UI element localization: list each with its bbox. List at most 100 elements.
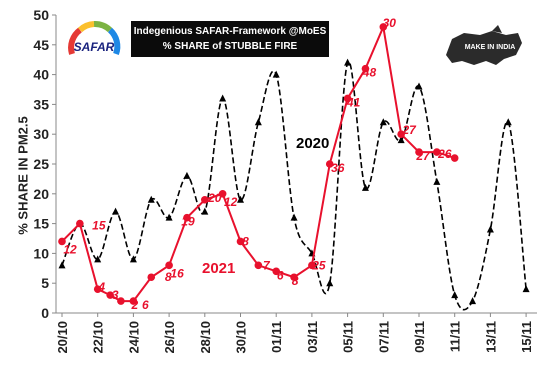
data-label: 27 xyxy=(415,149,431,163)
marker-2020 xyxy=(522,285,530,293)
marker-2020 xyxy=(361,183,369,191)
marker-2021 xyxy=(201,195,209,204)
marker-2020 xyxy=(201,207,209,215)
y-tick-label: 15 xyxy=(33,216,49,232)
marker-2020 xyxy=(486,225,494,233)
marker-2020 xyxy=(58,261,66,269)
lion-icon: MAKE IN INDIA xyxy=(446,25,522,65)
marker-2021 xyxy=(450,154,459,162)
data-label: 12 xyxy=(63,242,77,256)
marker-2021 xyxy=(379,23,388,31)
make-in-india-text: MAKE IN INDIA xyxy=(465,44,516,51)
y-axis-label: % SHARE IN PM2.5 xyxy=(15,116,31,235)
make-in-india-logo: MAKE IN INDIA xyxy=(440,25,528,69)
data-label: 36 xyxy=(331,161,345,175)
x-tick-label: 24/10 xyxy=(126,321,141,354)
x-tick-label: 28/10 xyxy=(198,321,213,354)
x-tick-label: 01/11 xyxy=(269,321,284,353)
marker-2020 xyxy=(237,195,244,203)
marker-2021 xyxy=(290,273,298,282)
data-label: 8 xyxy=(165,270,172,284)
marker-2021 xyxy=(147,273,156,282)
series-annotation-2021: 2021 xyxy=(202,260,235,277)
marker-2020 xyxy=(183,171,191,179)
marker-2020 xyxy=(112,207,120,215)
marker-2020 xyxy=(344,58,352,66)
safar-logo-icon: SAFAR xyxy=(68,21,121,56)
data-label: 6 xyxy=(277,268,284,282)
marker-2021 xyxy=(129,297,138,305)
chart-title-line-2: % SHARE of STUBBLE FIRE xyxy=(162,41,298,52)
marker-2021 xyxy=(76,219,84,228)
y-tick-label: 35 xyxy=(33,96,49,112)
marker-2021 xyxy=(272,267,281,276)
chart-title-line-1: Indegenious SAFAR-Framework @MoES xyxy=(133,26,327,37)
x-tick-label: 07/11 xyxy=(376,321,391,353)
series-line-2020 xyxy=(61,60,527,311)
marker-2020 xyxy=(397,136,405,144)
y-tick-label: 0 xyxy=(41,305,49,321)
marker-2020 xyxy=(254,118,262,126)
marker-2021 xyxy=(93,285,102,293)
marker-2021 xyxy=(433,148,441,156)
marker-2020 xyxy=(290,213,298,221)
y-tick-label: 25 xyxy=(33,156,49,172)
data-label: 12 xyxy=(224,195,238,209)
marker-2021 xyxy=(343,94,352,103)
x-tick-label: 11/11 xyxy=(448,321,463,352)
safar-logo-text: SAFAR xyxy=(74,40,115,54)
y-tick-label: 20 xyxy=(33,186,49,202)
marker-2021 xyxy=(106,291,114,299)
data-label: 25 xyxy=(311,258,326,272)
marker-2021 xyxy=(254,261,263,270)
data-label: 6 xyxy=(142,298,149,312)
x-tick-label: 03/11 xyxy=(305,321,320,353)
chart-title-box: Indegenious SAFAR-Framework @MoES % SHAR… xyxy=(131,21,329,57)
x-tick-label: 05/11 xyxy=(341,321,356,353)
marker-2021 xyxy=(117,297,125,305)
marker-2021 xyxy=(397,130,405,138)
data-label: 41 xyxy=(346,95,361,109)
data-label: 26 xyxy=(437,147,452,161)
marker-2020 xyxy=(326,279,334,287)
y-tick-label: 40 xyxy=(33,67,49,83)
data-label: 16 xyxy=(170,266,184,280)
marker-2020 xyxy=(379,118,387,126)
safar-logo: SAFAR xyxy=(66,18,122,74)
data-label: 7 xyxy=(263,258,271,272)
marker-2021 xyxy=(183,213,191,222)
marker-2021 xyxy=(308,261,316,270)
x-tick-label: 20/10 xyxy=(55,321,70,354)
y-tick-label: 30 xyxy=(33,126,49,142)
marker-2020 xyxy=(129,255,137,263)
data-label: 3 xyxy=(112,288,119,302)
marker-2020 xyxy=(415,82,423,90)
marker-2020 xyxy=(451,291,459,299)
data-label: 19 xyxy=(181,215,195,229)
x-tick-label: 15/11 xyxy=(519,321,534,353)
marker-2020 xyxy=(504,118,512,126)
x-tick-label: 26/10 xyxy=(162,321,177,354)
marker-2020 xyxy=(165,213,173,221)
marker-2020 xyxy=(469,297,477,305)
data-label: 2 xyxy=(131,298,139,312)
marker-2020 xyxy=(94,255,102,263)
series-annotation-2020: 2020 xyxy=(296,135,329,152)
data-label: 20 xyxy=(207,191,222,205)
data-label: 30 xyxy=(383,16,397,30)
data-label: 8 xyxy=(292,274,299,288)
marker-2020 xyxy=(219,94,227,102)
marker-2020 xyxy=(147,195,155,203)
marker-2021 xyxy=(361,64,370,73)
marker-2021 xyxy=(165,261,173,270)
x-tick-label: 09/11 xyxy=(412,321,427,353)
marker-2020 xyxy=(433,177,441,185)
y-tick-label: 50 xyxy=(33,7,49,23)
x-tick-label: 30/10 xyxy=(234,321,249,354)
marker-2021 xyxy=(218,190,227,198)
marker-2020 xyxy=(272,70,280,78)
data-label: 4 xyxy=(97,280,105,294)
marker-2021 xyxy=(325,160,334,168)
data-label: 15 xyxy=(92,219,106,233)
data-label: 48 xyxy=(362,66,377,80)
